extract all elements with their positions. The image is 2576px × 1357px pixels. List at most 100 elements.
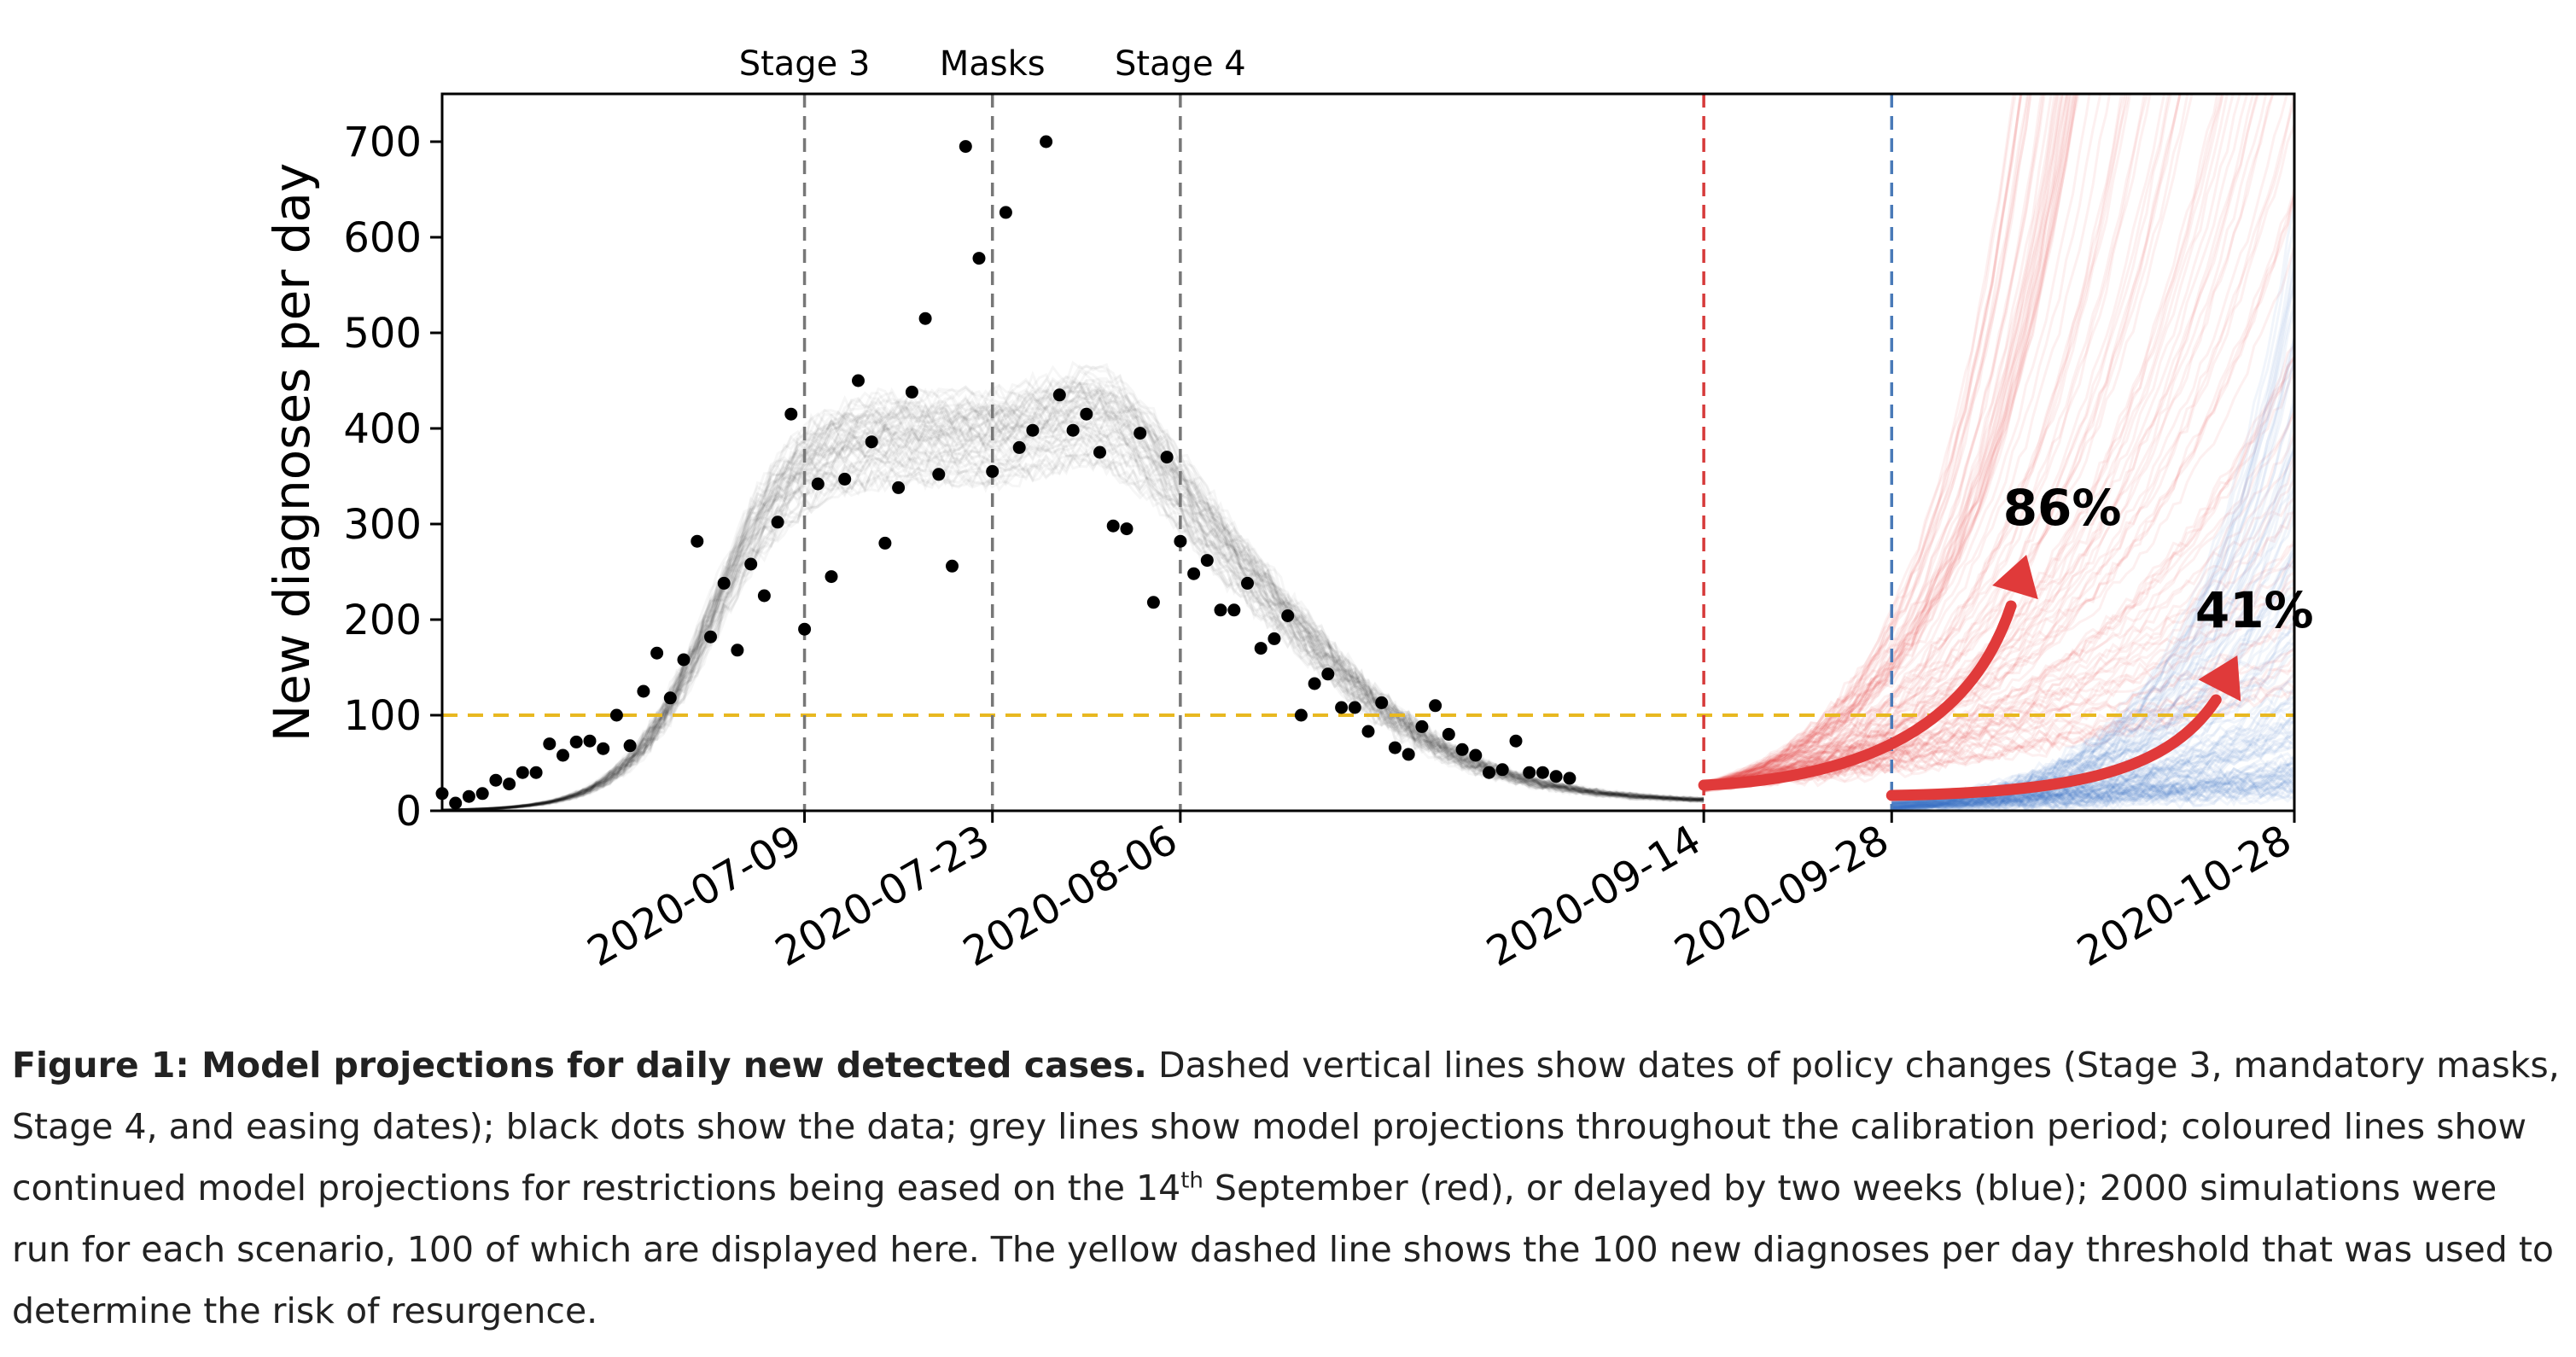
caption-text-1: Dashed vertical lines show dates of poli… <box>12 1045 2560 1208</box>
data-point <box>677 653 691 667</box>
eased-scenario-projection-line <box>1703 94 2022 790</box>
data-point <box>1523 766 1536 779</box>
eased-scenario-projection-line <box>1703 94 2124 790</box>
eased-scenario-projection-line <box>1703 94 2017 789</box>
eased-scenario-projection-line <box>1703 94 2258 791</box>
delayed-scenario-projection-line <box>1891 752 2294 807</box>
eased-scenario-projection-line <box>1703 94 2294 790</box>
data-point <box>1254 642 1268 655</box>
data-point <box>1080 407 1093 421</box>
delayed-scenario-projection-line <box>1891 772 2294 811</box>
eased-scenario-projection-line <box>1703 94 2102 784</box>
delayed-arrow-shaft <box>1885 694 2222 801</box>
x-tick-label: 2020-07-09 <box>580 816 810 976</box>
delayed-scenario-projection-line <box>1891 702 2294 808</box>
delayed-scenario-projection-line <box>1891 774 2294 807</box>
eased-scenario-projection-line <box>1703 195 2294 785</box>
data-point <box>905 385 918 399</box>
caption-superscript: th <box>1180 1168 1203 1194</box>
data-point <box>1106 519 1120 533</box>
eased-scenario-projection-line <box>1703 94 2032 787</box>
eased-scenario-projection-line <box>1703 94 2182 789</box>
eased-scenario-projection-line <box>1703 94 2056 786</box>
eased-scenario-projection-line <box>1703 94 2060 787</box>
data-point <box>1187 567 1201 580</box>
delayed-scenario-projection-line <box>1891 779 2294 811</box>
data-point <box>946 559 959 573</box>
delayed-scenario-projection-line <box>1891 358 2294 811</box>
data-point <box>557 748 569 762</box>
data-point <box>852 374 865 387</box>
data-point <box>744 557 758 571</box>
data-point <box>704 630 717 644</box>
data-point <box>1160 451 1174 464</box>
eased-scenario-projection-line <box>1703 94 2029 793</box>
delayed-scenario-projection-line <box>1891 762 2294 807</box>
eased-scenario-projection-line <box>1703 94 2076 793</box>
data-point <box>475 787 489 801</box>
eased-scenario-projection-line <box>1703 94 2275 789</box>
data-point <box>798 622 812 636</box>
eased-scenario-projection-line <box>1703 94 2172 784</box>
data-point <box>691 534 704 548</box>
data-point <box>529 766 543 779</box>
x-tick-label: 2020-07-23 <box>767 816 998 976</box>
delayed-scenario-projection-line <box>1891 734 2294 810</box>
delayed-scenario-projection-line <box>1891 781 2294 809</box>
delayed-scenario-projection-line <box>1891 756 2294 805</box>
eased-scenario-projection-line <box>1703 94 2073 788</box>
delayed-scenario-projection-line <box>1891 783 2294 810</box>
eased-scenario-projection-line <box>1703 94 2075 788</box>
data-point <box>650 646 664 660</box>
eased-scenario-projection-line <box>1703 94 2061 788</box>
delayed-scenario-projection-line <box>1891 695 2294 810</box>
data-point <box>1040 135 1053 149</box>
eased-scenario-projection-line <box>1703 669 2294 790</box>
data-points <box>435 135 1576 810</box>
delayed-scenario-projection-line <box>1891 736 2294 809</box>
eased-scenario-projection-line <box>1703 94 2275 791</box>
delayed-scenario-projection-line <box>1891 731 2294 808</box>
eased-scenario-projection-line <box>1703 94 2146 783</box>
delayed-scenario-projection-line <box>1891 731 2294 807</box>
projection-bands <box>1703 94 2294 811</box>
eased-scenario-projection-line <box>1703 94 2023 791</box>
chart-figure: Stage 3 Masks Stage 4 86% 41% 0 100 200 300 400… <box>263 44 2314 976</box>
eased-scenario-projection-line <box>1703 94 2078 790</box>
data-point <box>1093 446 1106 459</box>
data-point <box>811 477 825 491</box>
eased-scenario-projection-line <box>1703 94 2077 791</box>
eased-scenario-projection-line <box>1703 94 2069 783</box>
data-point <box>892 480 906 494</box>
data-point <box>986 464 1000 478</box>
eased-scenario-projection-line <box>1703 94 2182 793</box>
eased-scenario-projection-line <box>1703 94 2091 786</box>
delayed-scenario-projection-line <box>1891 774 2294 807</box>
delayed-scenario-projection-line <box>1891 713 2294 807</box>
delayed-scenario-projection-line <box>1891 551 2294 810</box>
delayed-scenario-projection-line <box>1891 793 2294 811</box>
delayed-scenario-projection-line <box>1891 772 2294 809</box>
eased-scenario-projection-line <box>1703 94 2260 785</box>
data-point <box>1026 423 1040 437</box>
x-tick-label: 2020-09-14 <box>1479 816 1710 976</box>
eased-scenario-projection-line <box>1703 94 2031 786</box>
delayed-probability-label: 41% <box>2195 581 2314 639</box>
delayed-scenario-projection-line <box>1891 785 2294 811</box>
delayed-scenario-projection-line <box>1891 739 2294 809</box>
data-point <box>623 739 637 753</box>
data-point <box>663 691 677 705</box>
eased-scenario-projection-line <box>1703 94 2241 789</box>
delayed-scenario-projection-line <box>1891 782 2294 811</box>
delayed-scenario-projection-line <box>1891 719 2294 807</box>
plot-frame <box>440 92 2296 812</box>
delayed-scenario-projection-line <box>1891 765 2294 810</box>
eased-scenario-projection-line <box>1703 94 2128 789</box>
delayed-scenario-projection-line <box>1891 756 2294 805</box>
delayed-scenario-projection-line <box>1891 338 2294 811</box>
data-point <box>1455 743 1469 756</box>
data-point <box>1429 699 1442 713</box>
eased-scenario-projection-line <box>1703 94 2023 789</box>
x-tick-label: 2020-08-06 <box>955 816 1186 976</box>
delayed-scenario-projection-line <box>1891 774 2294 807</box>
